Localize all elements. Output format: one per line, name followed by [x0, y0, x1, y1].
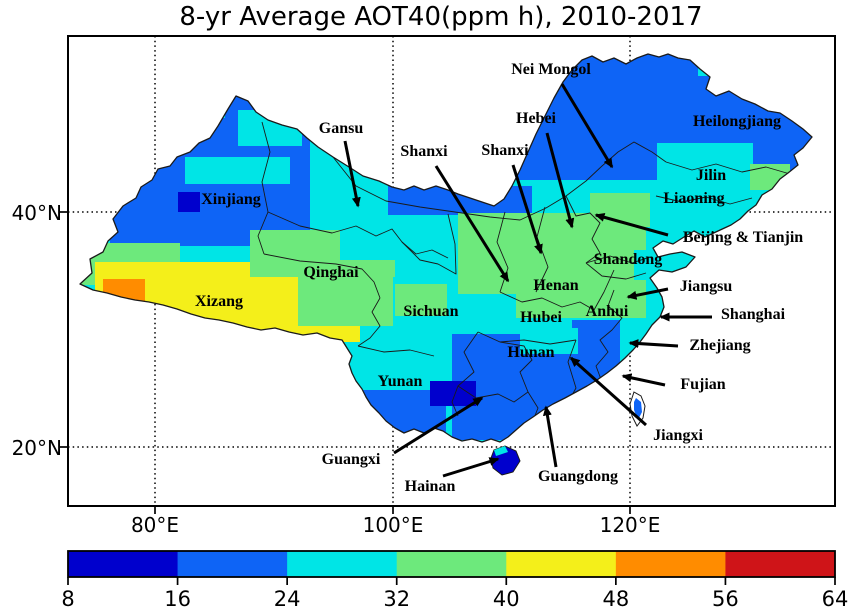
colorbar-segment: [68, 551, 179, 577]
map-cell: [458, 294, 516, 338]
province-annotations: Nei Mongol Heilongjiang Gansu Hebei Shanxi Sh…: [195, 61, 803, 495]
colorbar-segment: [725, 551, 836, 577]
xtick-label-80E: 80°E: [131, 513, 179, 537]
province-label-beijing-tianjin: Beijing & Tianjin: [683, 229, 803, 246]
annotation-arrow-shanxi: [434, 165, 510, 283]
map-cell: [430, 381, 476, 406]
colorbar-segment: [615, 551, 726, 577]
province-label-hunan: Hunan: [507, 344, 554, 361]
annotation-arrow-beijing-tianjin: [594, 212, 669, 237]
ytick-label-40N: 40°N: [12, 201, 62, 225]
annotation-arrow-jiangxi: [569, 356, 647, 427]
map-cell: [340, 230, 398, 260]
annotation-arrow-zhejiang: [628, 339, 679, 349]
province-label-nei-mongol: Nei Mongol: [511, 61, 591, 78]
colorbar-segment: [396, 551, 507, 577]
province-label-zhejiang: Zhejiang: [689, 337, 750, 354]
map-cell: [133, 327, 183, 346]
annotation-arrow-guangdong: [542, 405, 558, 468]
annotation-arrow-shanxi: [511, 164, 543, 255]
province-label-guangdong: Guangdong: [538, 468, 618, 485]
province-label-gansu: Gansu: [319, 120, 364, 137]
plot-frame: [67, 35, 836, 507]
province-label-hebei: Hebei: [516, 110, 557, 127]
colorbar-segments: [68, 551, 836, 577]
map-cell: [573, 283, 625, 315]
map-cell: [388, 178, 496, 215]
figure-title: 8-yr Average AOT40(ppm h), 2010-2017: [179, 2, 702, 32]
xtick-label-100E: 100°E: [363, 513, 424, 537]
province-label-shanxi: Shanxi: [400, 143, 448, 160]
province-label-anhui: Anhui: [586, 303, 629, 320]
colorbar-tick-label: 48: [602, 587, 629, 611]
province-label-yunan: Yunan: [378, 373, 423, 390]
province-label-hainan: Hainan: [405, 478, 456, 495]
annotation-arrow-hainan: [442, 457, 500, 478]
province-label-hubei: Hubei: [520, 309, 562, 326]
colorbar-frame: [67, 550, 836, 578]
colorbar-tick-label: 24: [274, 587, 301, 611]
province-label-liaoning: Liaoning: [663, 190, 724, 207]
colorbar-segment: [506, 551, 617, 577]
province-label-shandong: Shandong: [594, 251, 663, 268]
annotation-arrow-hebei: [545, 132, 575, 229]
province-label-xizang: Xizang: [195, 293, 243, 310]
province-label-fujian: Fujian: [680, 376, 725, 393]
colorbar-tick-label: 64: [822, 587, 849, 611]
province-label-jilin: Jilin: [696, 167, 726, 184]
colorbar-tick-label: 40: [493, 587, 520, 611]
province-label-xinjiang: Xinjiang: [201, 191, 261, 208]
colorbar-segment: [177, 551, 288, 577]
province-label-sichuan: Sichuan: [403, 303, 458, 320]
province-label-jiangsu: Jiangsu: [680, 278, 733, 295]
province-label-shanxi: Shanxi: [481, 142, 529, 159]
annotation-arrow-gansu: [343, 140, 361, 208]
annotation-arrow-jiangsu: [626, 287, 669, 300]
map-cell: [185, 157, 290, 184]
province-borders: [257, 121, 791, 442]
colorbar-tick-label: 32: [383, 587, 410, 611]
province-label-shanghai: Shanghai: [721, 306, 786, 323]
ytick-label-20N: 20°N: [12, 436, 62, 460]
province-label-henan: Henan: [533, 277, 578, 294]
annotation-arrow-fujian: [621, 373, 666, 387]
colorbar-tick-label: 16: [164, 587, 191, 611]
map-cell: [178, 192, 200, 212]
map-cell: [103, 279, 145, 318]
colorbar-tick-label: 56: [712, 587, 739, 611]
province-label-guangxi: Guangxi: [322, 451, 381, 468]
annotation-arrow-guangxi: [393, 396, 484, 455]
colorbar-ticks: 8 16 24 32 40 48 56 64: [61, 577, 848, 611]
map-cell: [395, 284, 447, 316]
colorbar-tick-label: 8: [61, 587, 74, 611]
annotation-arrow-nei-mongol: [560, 83, 614, 169]
province-label-heilongjiang: Heilongjiang: [693, 113, 781, 130]
xtick-label-120E: 120°E: [600, 513, 661, 537]
province-label-jiangxi: Jiangxi: [653, 427, 703, 444]
province-label-qinghai: Qinghai: [303, 264, 359, 281]
colorbar-segment: [287, 551, 398, 577]
